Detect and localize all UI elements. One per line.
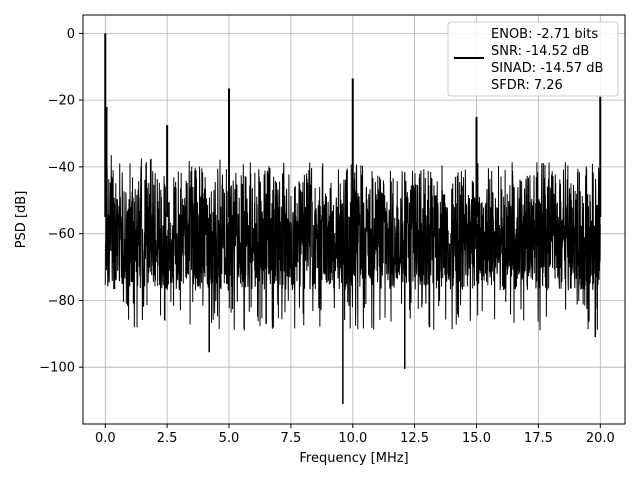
plot-area bbox=[104, 33, 602, 404]
x-axis-label: Frequency [MHz] bbox=[299, 451, 408, 466]
y-tick-label: −100 bbox=[39, 361, 75, 376]
y-axis-label: PSD [dB] bbox=[14, 191, 29, 249]
x-tick-label: 2.5 bbox=[157, 431, 178, 446]
legend: ENOB: -2.71 bits SNR: -14.52 dB SINAD: -… bbox=[447, 21, 619, 97]
x-tick-label: 17.5 bbox=[524, 431, 553, 446]
y-tick-label: −40 bbox=[48, 160, 75, 175]
x-tick-label: 10.0 bbox=[338, 431, 367, 446]
x-tick-label: 12.5 bbox=[400, 431, 429, 446]
legend-box bbox=[447, 21, 619, 97]
y-tick-label: −60 bbox=[48, 227, 75, 242]
legend-sinad: SINAD: -14.57 dB bbox=[491, 61, 603, 76]
x-tick-label: 15.0 bbox=[462, 431, 491, 446]
y-tick-label: 0 bbox=[67, 27, 75, 42]
x-tick-label: 0.0 bbox=[95, 431, 116, 446]
legend-sfdr: SFDR: 7.26 bbox=[491, 78, 563, 93]
y-tick-label: −80 bbox=[48, 294, 75, 309]
x-tick-label: 7.5 bbox=[281, 431, 302, 446]
axes-frame bbox=[82, 14, 626, 425]
y-tick-label: −20 bbox=[48, 94, 75, 109]
legend-enob: ENOB: -2.71 bits bbox=[491, 27, 598, 42]
axis-ticks: 0.0 2.5 5.0 7.5 10.0 12.5 15.0 17.5 20.0 0 −20 −40 −… bbox=[39, 27, 614, 446]
x-tick-label: 5.0 bbox=[219, 431, 240, 446]
x-tick-label: 20.0 bbox=[586, 431, 615, 446]
legend-snr: SNR: -14.52 dB bbox=[491, 44, 589, 59]
